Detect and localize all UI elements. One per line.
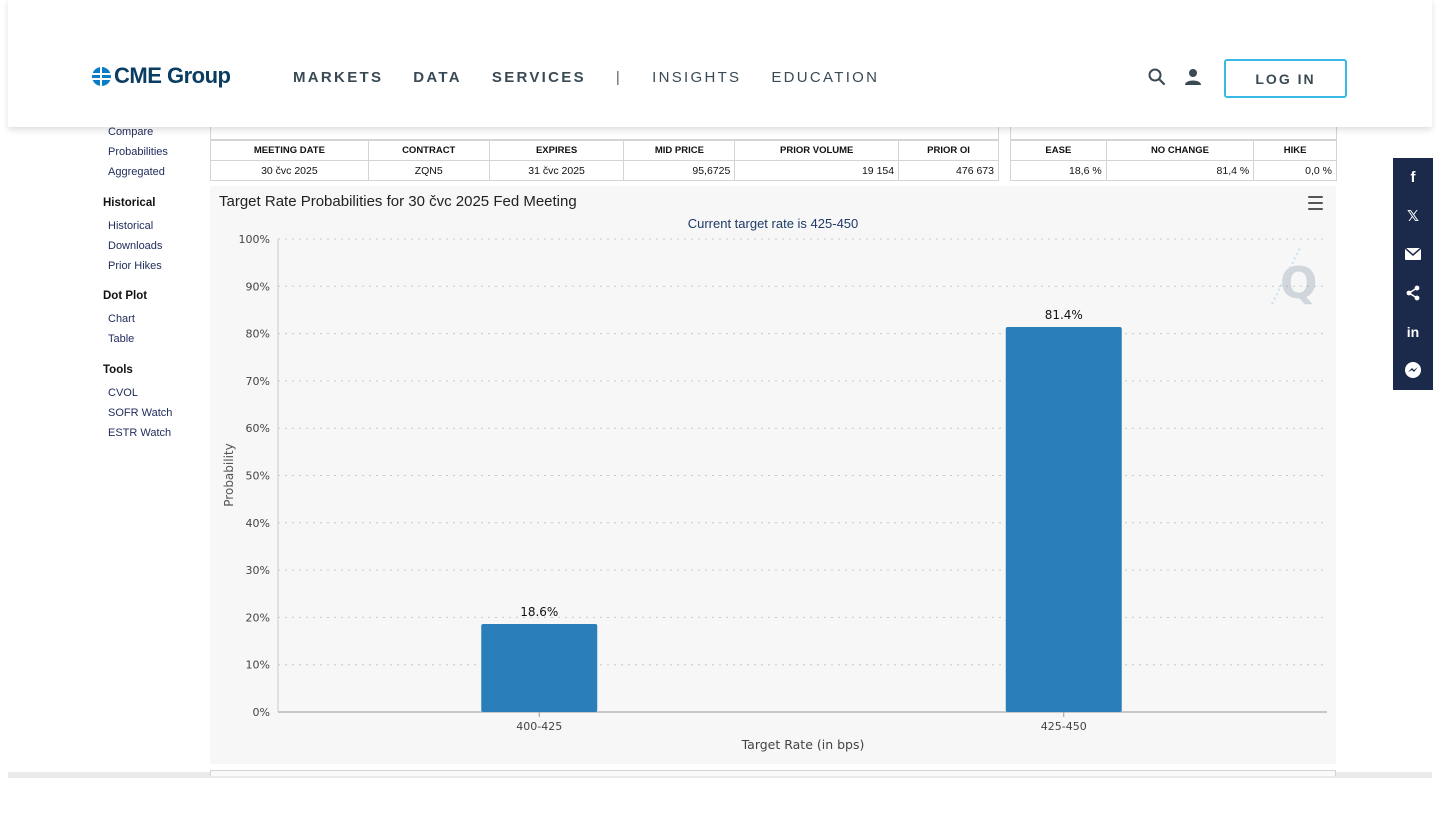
column-header: MEETING DATE: [210, 140, 369, 161]
y-tick-label: 40%: [246, 517, 270, 530]
user-icon[interactable]: [1184, 68, 1202, 86]
sidebar-link-probabilities[interactable]: Probabilities: [108, 146, 168, 158]
y-tick-label: 10%: [246, 659, 270, 672]
linkedin-icon[interactable]: in: [1406, 323, 1420, 340]
column-header: HIKE: [1253, 140, 1337, 161]
sidebar-link-sofr-watch[interactable]: SOFR Watch: [108, 407, 173, 419]
sidebar-link-historical[interactable]: Historical: [108, 220, 154, 232]
probabilities-table: EASE NO CHANGE HIKE 18,6 % 81,4 % 0,0 %: [1010, 140, 1337, 181]
column-header: PRIOR VOLUME: [734, 140, 900, 161]
meeting-info-table: MEETING DATE CONTRACT EXPIRES MID PRICE …: [210, 140, 999, 181]
y-tick-label: 80%: [246, 328, 270, 341]
cell-prior-volume: 19 154: [734, 160, 900, 181]
quikstrike-watermark-icon: Q: [1271, 247, 1317, 309]
cell-prior-oi: 476 673: [898, 160, 999, 181]
nav-markets[interactable]: MARKETS: [293, 69, 384, 86]
table-header-row: MEETING DATE CONTRACT EXPIRES MID PRICE …: [210, 140, 999, 161]
bar-425-450[interactable]: [1005, 326, 1122, 712]
y-tick-label: 70%: [246, 375, 270, 388]
cell-expires: 31 čvc 2025: [488, 160, 625, 181]
y-tick-label: 100%: [239, 233, 270, 246]
svg-text:Q: Q: [1280, 258, 1317, 309]
social-share-bar: f 𝕏 in: [1393, 158, 1433, 390]
nav-data[interactable]: DATA: [413, 69, 462, 86]
y-tick-label: 20%: [246, 611, 270, 624]
globe-icon: [92, 66, 111, 86]
y-tick-label: 50%: [246, 470, 270, 483]
cell-ease: 18,6 %: [1010, 160, 1107, 181]
nav-separator: |: [615, 69, 623, 86]
header-icons: [1148, 68, 1202, 86]
column-header: MID PRICE: [623, 140, 736, 161]
x-axis-title: Target Rate (in bps): [741, 737, 865, 752]
main-nav: MARKETS DATA SERVICES | INSIGHTS EDUCATI…: [293, 69, 909, 86]
cme-logo[interactable]: CME Group: [92, 63, 231, 89]
lower-table-edge: [210, 770, 1336, 776]
sidebar-link-chart[interactable]: Chart: [108, 313, 135, 325]
column-header: PRIOR OI: [898, 140, 999, 161]
site-header: CME Group MARKETS DATA SERVICES | INSIGH…: [8, 0, 1432, 127]
bar-400-425[interactable]: [481, 624, 598, 712]
email-icon[interactable]: [1393, 235, 1433, 274]
chart-plot: Q 0% 10% 20% 30% 40% 50% 60% 70% 80% 90% 100% 18.6%…: [222, 233, 1327, 752]
data-label: 18.6%: [520, 605, 558, 619]
table-row: 30 čvc 2025 ZQN5 31 čvc 2025 95,6725 19 …: [210, 160, 999, 181]
nav-services[interactable]: SERVICES: [491, 69, 586, 86]
y-axis-title: Probability: [222, 443, 236, 506]
chart-title: Target Rate Probabilities for 30 čvc 202…: [219, 193, 577, 210]
table-row: 18,6 % 81,4 % 0,0 %: [1010, 160, 1337, 181]
x-tick-label: 425-450: [1041, 720, 1087, 733]
brand-name: CME Group: [114, 63, 231, 88]
chart-subtitle: Current target rate is 425-450: [687, 216, 859, 231]
sidebar-link-cvol[interactable]: CVOL: [108, 387, 138, 399]
messenger-icon[interactable]: [1393, 351, 1433, 390]
sidebar-link-estr-watch[interactable]: ESTR Watch: [108, 427, 172, 439]
y-tick-label: 90%: [246, 280, 270, 293]
login-button[interactable]: LOG IN: [1224, 59, 1347, 98]
sidebar-heading-historical: Historical: [103, 197, 156, 209]
cell-hike: 0,0 %: [1253, 160, 1337, 181]
table-header-row: EASE NO CHANGE HIKE: [1010, 140, 1337, 161]
share-icon[interactable]: [1393, 274, 1433, 313]
y-tick-label: 30%: [246, 564, 270, 577]
column-header: NO CHANGE: [1105, 140, 1255, 161]
cell-mid-price: 95,6725: [623, 160, 736, 181]
search-icon[interactable]: [1148, 68, 1166, 86]
column-header: CONTRACT: [367, 140, 490, 161]
data-label: 81.4%: [1045, 308, 1083, 322]
column-header: EASE: [1010, 140, 1107, 161]
cell-meeting-date: 30 čvc 2025: [210, 160, 369, 181]
sidebar-link-prior-hikes[interactable]: Prior Hikes: [108, 260, 162, 272]
sidebar-link-compare[interactable]: Compare: [108, 126, 154, 138]
chart-menu-icon[interactable]: [1308, 196, 1323, 210]
nav-education[interactable]: EDUCATION: [771, 69, 880, 86]
nav-insights[interactable]: INSIGHTS: [652, 69, 742, 86]
column-header: EXPIRES: [488, 140, 625, 161]
x-tick-label: 400-425: [516, 720, 562, 733]
x-icon[interactable]: 𝕏: [1406, 207, 1420, 225]
y-tick-label: 0%: [253, 706, 270, 719]
y-tick-label: 60%: [246, 422, 270, 435]
cell-no-change: 81,4 %: [1105, 160, 1255, 181]
sidebar-link-table[interactable]: Table: [108, 333, 135, 345]
sidebar-heading-tools: Tools: [103, 364, 133, 376]
sidebar-link-aggregated[interactable]: Aggregated: [108, 166, 165, 178]
sidebar-heading-dot-plot: Dot Plot: [103, 290, 148, 302]
cell-contract: ZQN5: [367, 160, 490, 181]
probability-chart: Target Rate Probabilities for 30 čvc 202…: [210, 186, 1336, 764]
sidebar-link-downloads[interactable]: Downloads: [108, 240, 163, 252]
facebook-icon[interactable]: f: [1410, 168, 1416, 186]
